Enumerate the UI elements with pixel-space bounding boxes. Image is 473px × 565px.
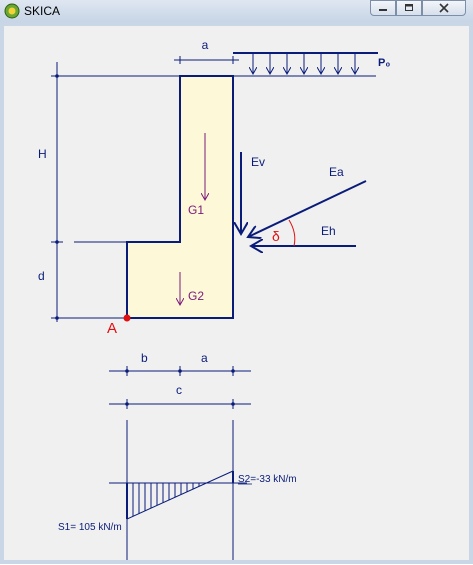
label-Ea: Ea: [329, 165, 344, 179]
dimension-H-d: H d: [38, 62, 180, 322]
sketch-canvas: a P₀ H d: [4, 26, 469, 560]
maximize-icon: [405, 4, 413, 11]
dimension-b-a: b a: [109, 351, 251, 376]
maximize-button[interactable]: [396, 0, 422, 16]
label-G1: G1: [188, 203, 204, 217]
close-icon: [439, 3, 449, 13]
label-H: H: [38, 147, 47, 161]
self-weight-forces: G1 G2: [180, 133, 205, 305]
label-d: d: [38, 269, 45, 283]
title-bar: SKICA: [0, 0, 473, 23]
earth-pressure-forces: Ev Ea Eh δ: [241, 152, 367, 247]
label-S1: S1= 105 kN/m: [58, 522, 122, 533]
window-title: SKICA: [24, 4, 61, 18]
point-A-marker: [123, 314, 131, 322]
surcharge-load: P₀: [233, 52, 390, 77]
pressure-hatching: [132, 483, 200, 516]
label-delta: δ: [272, 228, 280, 244]
label-Eh: Eh: [321, 224, 336, 238]
dimension-a-top: a: [174, 38, 239, 64]
app-icon: [4, 3, 20, 19]
minimize-icon: [379, 9, 387, 11]
label-S2: S2=-33 kN/m: [238, 474, 297, 485]
wall-sketch: a P₀ H d: [38, 38, 390, 560]
label-a-top: a: [202, 38, 209, 52]
label-c: c: [176, 383, 182, 397]
label-b: b: [141, 351, 148, 365]
close-button[interactable]: [422, 0, 466, 16]
soil-pressure-diagram: S1= 105 kN/m S2=-33 kN/m: [58, 420, 297, 560]
dimension-c: c: [109, 383, 251, 409]
label-G2: G2: [188, 289, 204, 303]
label-A: A: [107, 320, 117, 337]
delta-angle-arc: [288, 219, 296, 247]
label-p0: P₀: [378, 57, 390, 69]
minimize-button[interactable]: [370, 0, 396, 16]
label-a-bottom: a: [201, 351, 208, 365]
label-Ev: Ev: [251, 155, 265, 169]
